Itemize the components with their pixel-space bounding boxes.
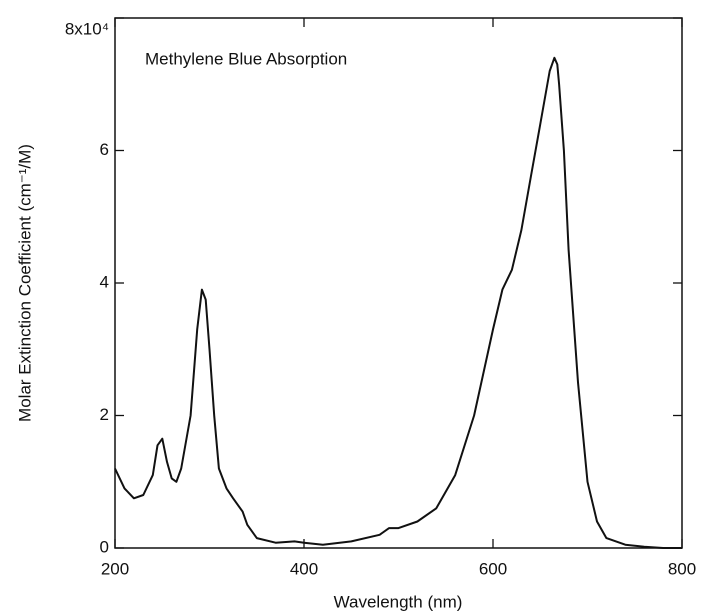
y-tick-label: 6	[100, 140, 109, 159]
x-tick-label: 400	[290, 559, 318, 578]
plot-frame	[114, 17, 683, 549]
annotation: Methylene Blue Absorption	[145, 49, 347, 68]
x-tick-label: 200	[101, 559, 129, 578]
y-tick-label: 2	[100, 405, 109, 424]
y-tick-label: 4	[100, 272, 109, 291]
spectrum-line	[114, 56, 682, 549]
y-tick-label: 0	[100, 537, 109, 556]
x-axis-title: Wavelength (nm)	[334, 592, 463, 611]
y-axis-title: Molar Extinction Coefficient (cm⁻¹/M)	[15, 144, 34, 422]
y-tick-label: 8x10⁴	[65, 19, 109, 38]
x-tick-label: 600	[479, 559, 507, 578]
x-tick-label: 800	[668, 559, 696, 578]
